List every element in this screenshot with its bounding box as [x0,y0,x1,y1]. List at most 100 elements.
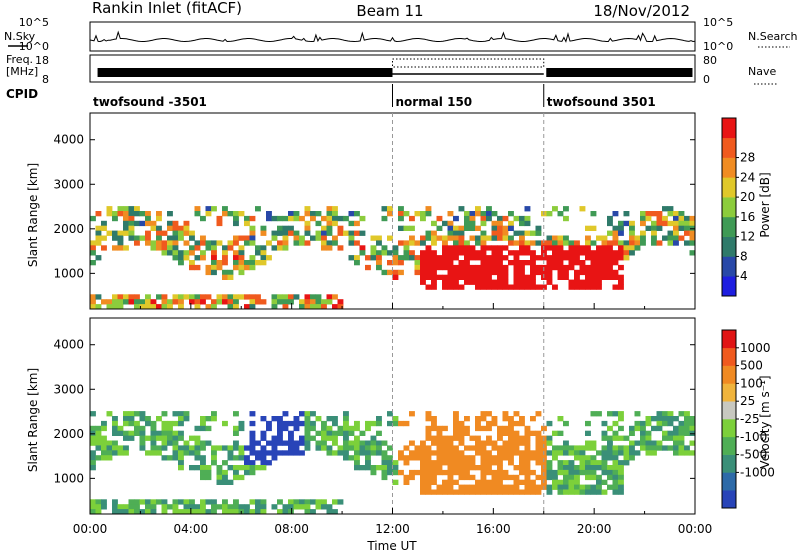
heat-cell [211,240,217,246]
heat-cell [117,445,124,451]
heat-cell [304,220,311,227]
colorbar-swatch [722,383,736,402]
heat-cell [629,425,635,432]
heat-cell [557,465,564,471]
heat-cell [535,460,542,466]
heat-cell [288,225,294,231]
heat-cell [238,504,245,510]
heat-cell [205,469,212,476]
heat-cell [552,474,558,481]
heat-cell [233,455,239,461]
heat-cell [414,264,421,271]
heat-cell [519,264,525,271]
heat-cell [200,215,206,222]
heat-cell [354,445,360,451]
heat-cell [112,499,118,505]
heat-cell [535,430,542,436]
colorbar-tick-label: 16 [740,210,755,224]
heat-cell [502,284,509,290]
heat-cell [684,450,690,456]
heat-cell [420,240,426,246]
heat-cell [310,299,316,305]
heat-cell [172,509,179,515]
heat-cell [618,425,624,432]
heat-cell [139,235,146,241]
heat-cell [596,460,602,466]
heat-cell [128,509,135,515]
heat-cell [112,299,118,305]
heat-cell [530,255,536,261]
heat-cell [612,225,619,231]
heat-cell [579,445,586,451]
heat-cell [139,416,146,422]
heat-cell [370,440,377,446]
heat-cell [596,484,602,490]
heat-cell [227,455,234,461]
heat-cell [464,489,470,495]
heat-cell [612,260,619,266]
heat-cell [574,450,580,456]
heat-cell [502,484,509,490]
heat-cell [370,250,377,256]
heat-cell [502,450,509,456]
heat-cell [150,509,157,515]
heat-cell [387,465,393,471]
heat-cell [134,504,140,510]
heat-cell [161,425,168,432]
heat-cell [172,255,179,261]
heat-cell [464,269,470,276]
heat-cell [607,274,613,280]
heat-cell [574,474,580,481]
heat-cell [172,499,179,505]
heat-cell [211,304,217,310]
heat-cell [442,450,448,456]
heat-cell [101,235,107,241]
heat-cell [524,230,531,236]
heat-cell [563,440,569,446]
heat-cell [128,420,135,427]
heat-cell [150,425,157,432]
heat-cell [128,225,135,231]
heat-cell [304,509,311,515]
heat-cell [167,250,173,256]
heat-cell [601,250,608,256]
heat-cell [601,445,608,451]
heat-cell [453,279,459,285]
heat-cell [623,455,630,461]
power-ylabel: Slant Range [km] [26,163,40,267]
heat-cell [618,284,624,290]
heat-cell [326,240,333,246]
heat-cell [524,260,531,266]
heat-cell [299,504,305,510]
heat-cell [90,240,96,246]
heat-cell [546,240,553,246]
heat-cell [106,411,113,417]
heat-cell [552,450,558,456]
heat-cell [480,479,487,485]
heat-cell [211,455,217,461]
heat-cell [365,425,371,432]
heat-cell [200,425,206,432]
heat-cell [376,235,382,241]
heat-cell [546,465,553,471]
heat-cell [354,460,360,466]
heat-cell [249,255,256,261]
heat-cell [640,220,646,227]
heat-cell [508,430,514,436]
heat-cell [568,245,575,251]
heat-cell [508,420,514,427]
heat-cell [222,260,228,266]
heat-cell [359,215,366,222]
colorbar-tick-label: 25 [740,394,755,408]
heat-cell [178,509,184,515]
heat-cell [469,274,476,280]
heat-cell [392,255,399,261]
heat-cell [601,450,608,456]
station-title: Rankin Inlet (fitACF) [92,0,242,17]
heat-cell [310,411,316,417]
heat-cell [414,469,421,476]
heat-cell [469,245,476,251]
heat-cell [596,479,602,485]
heat-cell [601,240,608,246]
